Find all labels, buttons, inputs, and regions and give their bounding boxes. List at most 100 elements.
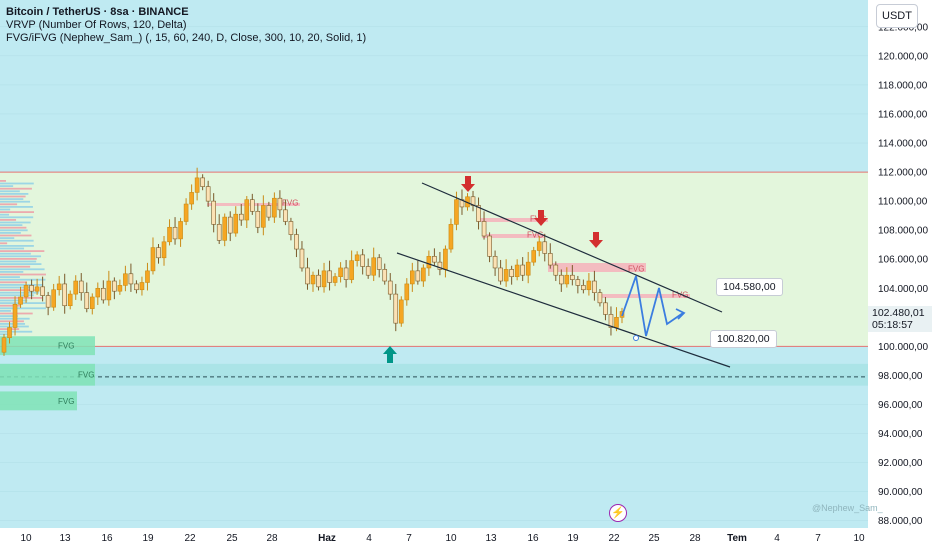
candle <box>520 257 525 282</box>
volume-profile-bar <box>0 307 46 310</box>
volume-profile-bar <box>0 273 46 276</box>
candle-body <box>492 256 498 269</box>
symbol-title[interactable]: Bitcoin / TetherUS · 8sa · BINANCE <box>6 6 189 18</box>
candle <box>509 265 514 285</box>
x-tick-label: 28 <box>266 533 278 544</box>
candle-body <box>354 254 360 261</box>
candle-body <box>443 248 448 270</box>
time-axis-panel <box>0 528 868 550</box>
candle-body <box>382 269 388 282</box>
candle-body <box>581 285 586 291</box>
price-label-upper: 104.580,00 <box>716 278 783 296</box>
volume-profile-bar <box>0 226 27 229</box>
candle-body <box>288 221 294 235</box>
candle-body <box>200 177 205 187</box>
candle-body <box>117 285 123 292</box>
candle-body <box>338 267 343 277</box>
projection-path <box>621 275 684 337</box>
candle <box>222 213 228 247</box>
volume-profile-bar <box>0 320 24 323</box>
candle-body <box>156 247 161 259</box>
candle <box>426 250 432 276</box>
candle-body <box>194 177 200 193</box>
volume-profile-bar <box>0 211 34 213</box>
candle-body <box>426 256 432 269</box>
candle <box>101 280 106 304</box>
candle-body <box>410 270 415 285</box>
candle-body <box>547 253 553 266</box>
candle-body <box>404 283 410 301</box>
candle <box>200 174 205 191</box>
y-tick-label: 118.000,00 <box>878 80 928 91</box>
volume-profile-bar <box>0 242 8 245</box>
candle-body <box>509 269 514 277</box>
volume-profile-bar <box>0 284 44 286</box>
candle <box>586 273 592 296</box>
candle <box>156 243 161 264</box>
candle <box>78 273 84 301</box>
candle <box>542 233 548 262</box>
candle-body <box>498 267 503 282</box>
candle-body <box>542 241 548 254</box>
candle <box>553 261 559 282</box>
volume-profile-bar <box>0 245 34 247</box>
x-tick-label: 16 <box>527 533 539 544</box>
candle-body <box>608 314 614 328</box>
candle <box>45 291 51 316</box>
buy-arrow-icon <box>383 346 397 363</box>
candle-body <box>250 199 255 212</box>
candle-body <box>62 283 67 307</box>
fvg-indicator-label[interactable]: FVG/iFVG (Nephew_Sam_) (, 15, 60, 240, D… <box>6 32 367 44</box>
candle <box>73 275 79 300</box>
candle <box>150 237 156 275</box>
candle-body <box>178 221 183 240</box>
candle-body <box>387 280 393 295</box>
candle-body <box>575 279 581 286</box>
candle <box>410 262 415 292</box>
candle <box>29 279 34 300</box>
candle-body <box>84 292 90 309</box>
candle-body <box>255 210 261 228</box>
volume-profile-bar <box>0 200 31 203</box>
candle <box>294 228 299 258</box>
candle-body <box>244 199 250 221</box>
candle-body <box>161 241 167 259</box>
candle <box>194 167 200 201</box>
candle <box>354 251 360 267</box>
y-tick-label: 90.000,00 <box>878 487 923 498</box>
candle <box>283 199 288 226</box>
candle-body <box>139 282 145 291</box>
volume-profile-bar <box>0 221 31 224</box>
flash-event-icon[interactable]: ⚡ <box>609 504 627 522</box>
volume-profile-bar <box>0 250 45 252</box>
fvg-zone-label: FVG <box>672 291 688 300</box>
volume-profile-bar <box>0 286 34 289</box>
candle <box>255 203 261 234</box>
candle-body <box>261 205 266 228</box>
candle <box>415 260 421 285</box>
currency-selector[interactable]: USDT <box>876 4 918 28</box>
candle <box>123 265 128 292</box>
volume-profile-bar <box>0 260 37 263</box>
volume-profile-bar <box>0 268 45 271</box>
candle <box>205 180 211 207</box>
volume-profile-bar <box>0 232 21 234</box>
projection-arrowhead <box>675 308 686 320</box>
candle-body <box>310 274 316 285</box>
candle-body <box>437 261 443 270</box>
candle <box>261 195 266 236</box>
vrvp-indicator-label[interactable]: VRVP (Number Of Rows, 120, Delta) <box>6 19 187 31</box>
candle <box>603 297 608 321</box>
candle <box>481 211 487 240</box>
candle-body <box>321 270 327 288</box>
candle <box>581 279 586 294</box>
volume-profile-bar <box>0 299 28 302</box>
candle-body <box>503 269 509 282</box>
candle <box>250 193 255 215</box>
y-tick-label: 100.000,00 <box>878 342 928 353</box>
volume-profile-bar <box>0 234 32 237</box>
candle-body <box>481 221 487 237</box>
candle <box>161 235 167 266</box>
